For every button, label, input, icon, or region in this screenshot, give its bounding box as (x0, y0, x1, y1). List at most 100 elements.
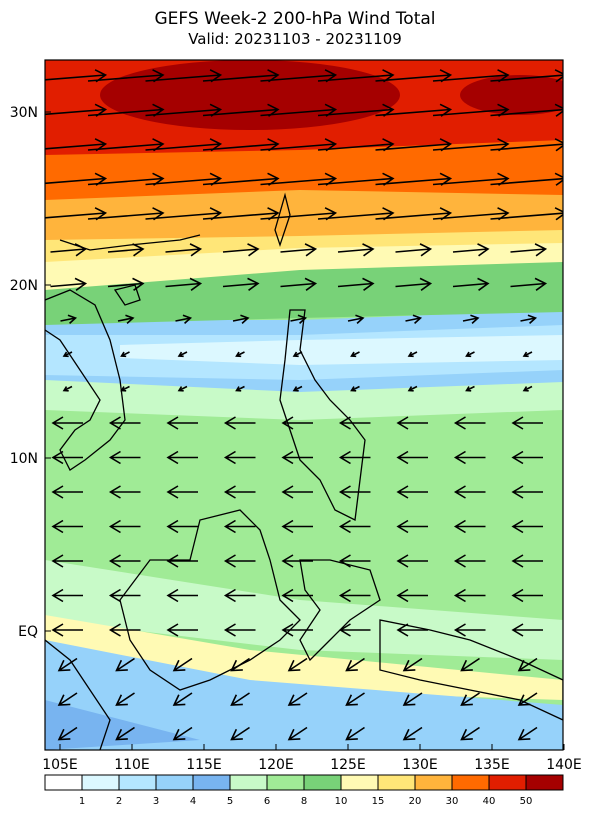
shade (100, 60, 400, 130)
wind-arrow (511, 623, 543, 637)
wind-arrow (402, 657, 423, 672)
subtitle: Valid: 20231103 - 20231109 (188, 30, 402, 48)
wind-arrow (281, 554, 313, 568)
wind-arrow (453, 588, 486, 603)
wind-arrow (510, 243, 548, 257)
wind-arrow (517, 726, 538, 741)
wind-arrow (222, 243, 260, 257)
wind-arrow (108, 450, 141, 465)
wind-arrow (51, 519, 83, 534)
wind-arrow (232, 314, 250, 324)
wind-arrow (165, 243, 203, 257)
lon-label: 110E (114, 757, 150, 773)
lat-label: 30N (10, 105, 38, 121)
map-frame (44, 59, 564, 751)
wind-arrow (453, 519, 486, 534)
wind-arrow (120, 351, 130, 358)
wind-arrow (108, 519, 141, 534)
wind-arrow (175, 314, 193, 324)
shade (460, 75, 563, 115)
lon-label: 120E (258, 757, 294, 773)
title: GEFS Week-2 200-hPa Wind Total (154, 9, 435, 29)
wind-arrow (337, 243, 375, 257)
colorbar-swatch (377, 774, 416, 791)
wind-arrow (511, 485, 543, 499)
wind-arrow (338, 450, 371, 465)
wind-arrow (338, 588, 371, 603)
wind-arrow (345, 692, 365, 706)
wind-arrow (402, 692, 423, 706)
wind-arrow (115, 726, 135, 741)
wind-arrow (402, 726, 423, 741)
colorbar-label: 1 (79, 796, 85, 807)
wind-arrow (115, 657, 135, 672)
colorbar-swatch (192, 774, 231, 791)
shade (45, 700, 200, 750)
wind-arrow (338, 416, 371, 430)
wind-arrow (407, 385, 418, 392)
wind-arrow (166, 416, 198, 430)
wind-arrow (490, 207, 563, 221)
lon-label: 115E (186, 757, 222, 773)
wind-arrow (172, 726, 193, 741)
wind-arrow (517, 692, 538, 706)
wind-arrow (57, 657, 78, 672)
wind-arrow (511, 416, 543, 430)
wind-arrow (462, 314, 480, 324)
wind-arrow (177, 351, 188, 358)
wind-arrow (290, 314, 308, 324)
wind-arrow (287, 726, 308, 741)
wind-arrow (235, 351, 245, 358)
wind-arrow (172, 657, 193, 672)
wind-arrow (281, 588, 313, 603)
lon-label: 125E (330, 757, 366, 773)
wind-arrow (460, 657, 480, 672)
wind-arrow (338, 519, 371, 534)
wind-arrow (223, 450, 256, 465)
wind-arrow (350, 385, 360, 392)
wind-arrow (452, 277, 490, 291)
wind-arrow (407, 351, 418, 358)
wind-arrow (281, 450, 313, 465)
wind-arrow (511, 588, 543, 603)
wind-arrow (108, 485, 141, 499)
wind-arrow (223, 416, 256, 430)
colorbar-swatch (340, 774, 379, 791)
wind-arrow (490, 69, 563, 83)
wind-arrow (490, 138, 563, 152)
wind-arrow (51, 623, 83, 637)
wind-arrow (287, 657, 308, 672)
wind-arrow (281, 485, 313, 499)
colorbar-label: 10 (335, 796, 348, 807)
wind-arrow (396, 485, 428, 499)
wind-arrow (465, 385, 475, 392)
wind-arrow (108, 623, 141, 637)
wind-arrow (223, 519, 256, 534)
colorbar-swatch (229, 774, 268, 791)
wind-arrow (235, 385, 245, 392)
wind-arrow (287, 692, 308, 706)
wind-arrow (166, 519, 198, 534)
colorbar-label: 20 (409, 796, 422, 807)
colorbar-label: 8 (301, 796, 307, 807)
lon-label: 130E (402, 757, 438, 773)
wind-arrow (395, 277, 433, 291)
lon-label: 135E (474, 757, 510, 773)
colorbar-label: 3 (153, 796, 159, 807)
colorbar-label: 15 (372, 796, 385, 807)
wind-arrow (338, 554, 371, 568)
wind-arrow (338, 485, 371, 499)
colorbar-label: 4 (190, 796, 196, 807)
wind-arrow (396, 519, 428, 534)
wind-arrow (453, 416, 486, 430)
wind-arrow (520, 314, 538, 324)
wind-arrow (108, 416, 141, 430)
wind-arrow (172, 692, 193, 706)
wind-arrow (117, 314, 135, 324)
wind-arrow (396, 554, 428, 568)
wind-arrow (280, 277, 318, 291)
colorbar-label: 50 (520, 796, 533, 807)
shade (45, 380, 563, 420)
wind-arrow (292, 385, 303, 392)
